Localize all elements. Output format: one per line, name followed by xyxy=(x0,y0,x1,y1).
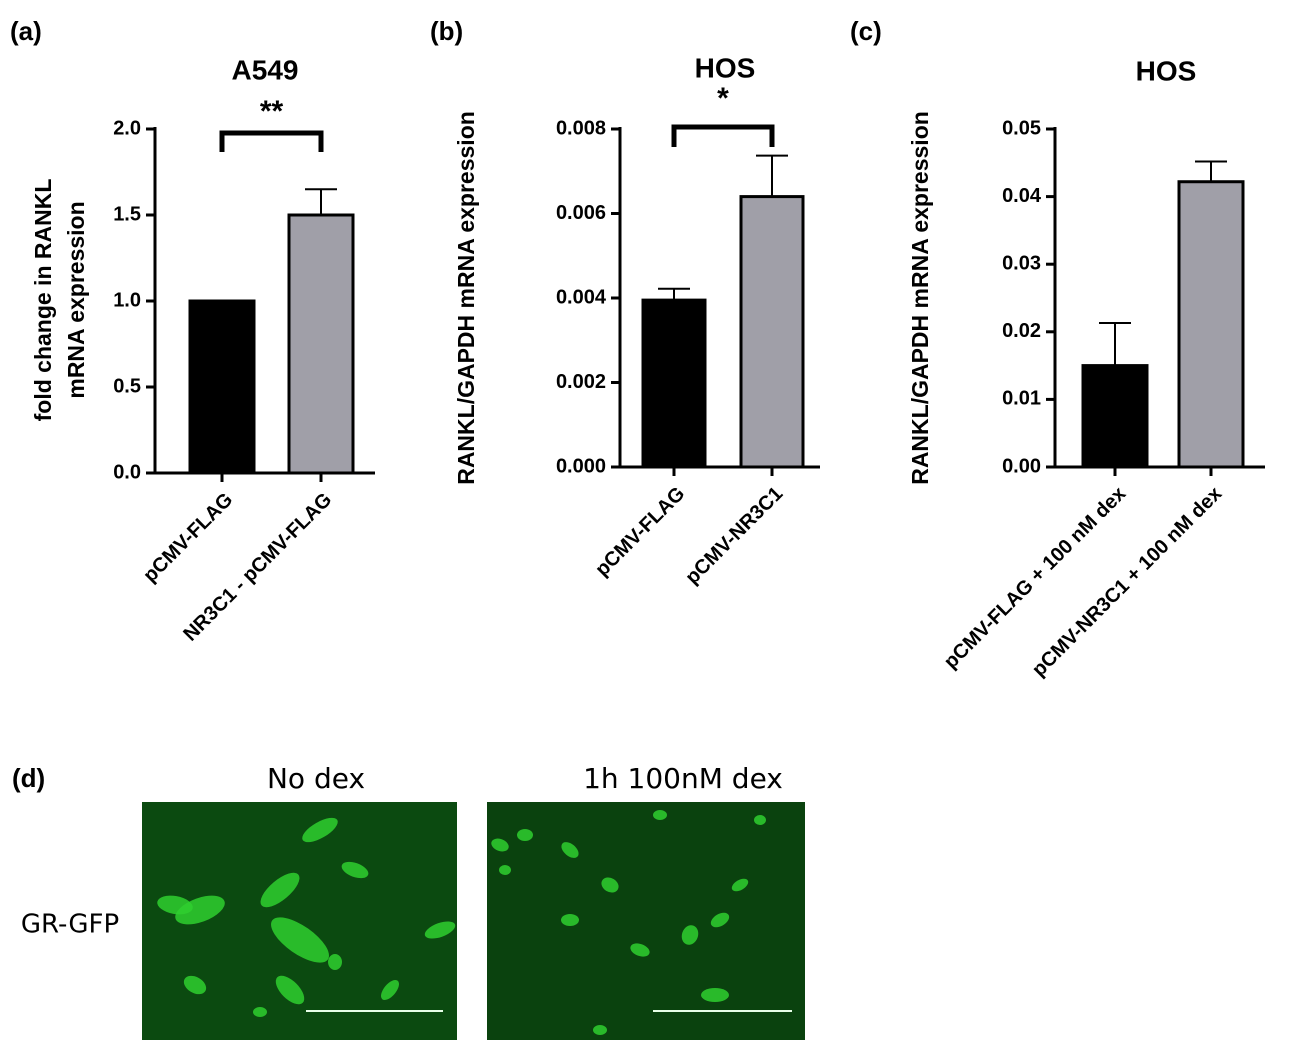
cell xyxy=(275,975,305,1005)
chart-title: HOS xyxy=(695,52,756,83)
y-tick-label: 0.000 xyxy=(556,455,606,477)
y-tick-label: 0.008 xyxy=(556,117,606,139)
bar xyxy=(1081,364,1149,469)
cell xyxy=(499,865,511,875)
cell xyxy=(253,1007,267,1017)
y-tick-label: 0.05 xyxy=(1002,117,1041,139)
cell xyxy=(157,895,193,915)
cell xyxy=(701,988,729,1002)
y-tick-label: 0.00 xyxy=(1002,455,1041,477)
bar xyxy=(641,298,707,469)
bar xyxy=(739,195,805,469)
chart-title: HOS xyxy=(1136,55,1197,86)
row-label: GR-GFP xyxy=(21,910,119,940)
significance-bracket xyxy=(671,124,775,147)
error-bar xyxy=(305,188,337,215)
cell xyxy=(271,917,329,963)
x-tick-label: pCMV-FLAG + 100 nM dex xyxy=(940,483,1130,673)
y-tick-label: 0.02 xyxy=(1002,320,1041,342)
y-tick-label: 1.5 xyxy=(113,203,141,225)
error-bar xyxy=(1195,160,1227,182)
cell xyxy=(381,980,399,1000)
column-title: No dex xyxy=(267,762,365,795)
x-tick-label: pCMV-NR3C1 xyxy=(681,483,787,589)
cell xyxy=(183,975,207,995)
cell xyxy=(601,877,619,893)
y-tick-label: 2.0 xyxy=(113,117,141,139)
error-bar xyxy=(756,154,788,197)
panel-label: (c) xyxy=(850,16,882,46)
x-tick-label: pCMV-FLAG xyxy=(591,483,689,581)
panel-label: (a) xyxy=(10,16,42,46)
cell xyxy=(491,838,509,852)
error-bar xyxy=(658,287,690,301)
y-axis-label: RANKL/GAPDH mRNA expression xyxy=(453,111,479,485)
cell xyxy=(328,954,342,970)
cell xyxy=(593,1025,607,1035)
y-tick-label: 0.004 xyxy=(556,286,607,308)
cell xyxy=(710,912,730,928)
y-tick-label: 0.03 xyxy=(1002,252,1041,274)
panel-label: (b) xyxy=(430,16,463,46)
cell xyxy=(630,943,650,957)
bar xyxy=(188,299,256,475)
y-tick-label: 0.002 xyxy=(556,371,606,393)
x-tick-label: pCMV-FLAG xyxy=(139,489,237,587)
cell xyxy=(424,921,456,939)
cell xyxy=(302,817,338,843)
cell xyxy=(653,810,667,820)
y-tick-label: 0.0 xyxy=(113,461,141,483)
y-tick-label: 1.0 xyxy=(113,289,141,311)
error-bar xyxy=(1099,322,1131,366)
micrograph xyxy=(487,802,805,1040)
cell xyxy=(517,829,533,841)
y-tick-label: 0.006 xyxy=(556,202,606,224)
significance-bracket xyxy=(219,130,324,152)
cell xyxy=(341,861,369,879)
y-axis-label: mRNA expression xyxy=(63,201,89,398)
y-tick-label: 0.01 xyxy=(1002,388,1041,410)
cell xyxy=(731,878,749,892)
chart-title: A549 xyxy=(232,54,299,85)
significance-label: * xyxy=(717,82,729,115)
cell xyxy=(561,914,579,926)
bar xyxy=(287,213,355,475)
significance-label: ** xyxy=(260,95,284,128)
cell xyxy=(681,925,699,945)
y-tick-label: 0.5 xyxy=(113,375,141,397)
bar xyxy=(1177,180,1245,469)
cell xyxy=(561,842,579,858)
y-tick-label: 0.04 xyxy=(1002,185,1042,207)
cell xyxy=(754,815,766,825)
panel-label: (d) xyxy=(12,763,45,793)
y-axis-label: RANKL/GAPDH mRNA expression xyxy=(907,111,933,485)
x-tick-label: pCMV-NR3C1 + 100 nM dex xyxy=(1028,483,1226,681)
cell xyxy=(260,872,300,908)
column-title: 1h 100nM dex xyxy=(583,762,783,795)
y-axis-label: fold change in RANKL xyxy=(30,179,56,422)
